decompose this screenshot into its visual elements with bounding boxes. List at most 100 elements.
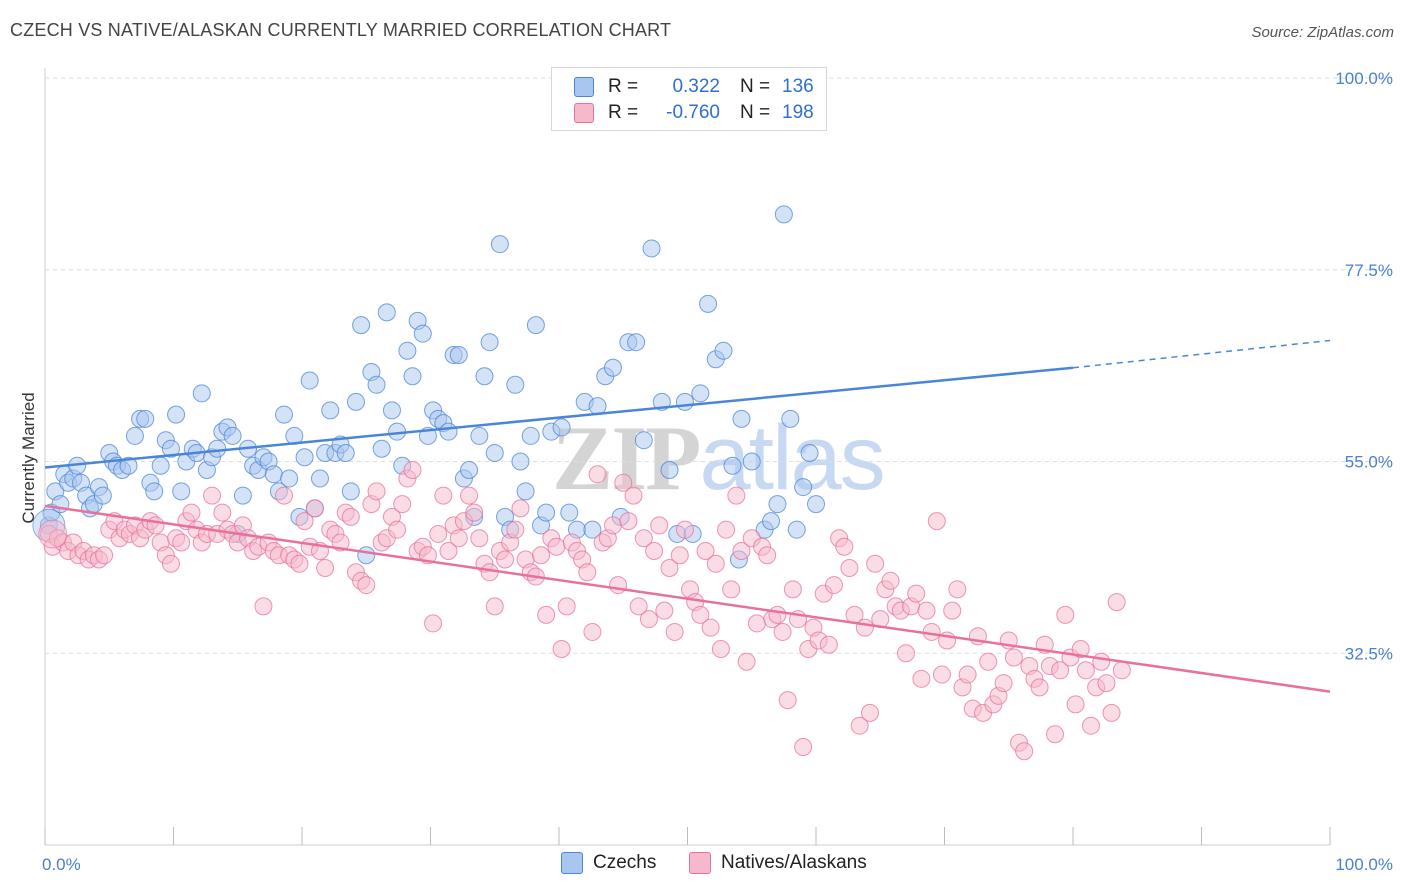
trend-line: [44, 504, 1331, 693]
data-point: [714, 341, 733, 360]
data-point: [768, 495, 787, 514]
data-point: [665, 622, 684, 641]
data-point: [1056, 605, 1075, 624]
data-point: [172, 482, 191, 501]
data-point: [151, 456, 170, 475]
data-point: [161, 554, 180, 573]
data-point: [310, 469, 329, 488]
data-point: [1112, 661, 1131, 680]
data-point: [758, 546, 777, 565]
data-point: [208, 439, 227, 458]
data-point: [1046, 725, 1065, 744]
data-point: [624, 486, 643, 505]
natives-legend-label: Natives/Alaskans: [721, 852, 867, 873]
data-point: [660, 461, 679, 480]
data-point: [583, 622, 602, 641]
n-value: 136: [782, 76, 814, 97]
data-point: [722, 580, 741, 599]
data-point: [1030, 678, 1049, 697]
data-point: [295, 448, 314, 467]
data-point: [762, 512, 781, 531]
data-point: [460, 486, 479, 505]
data-point: [800, 443, 819, 462]
data-point: [639, 610, 658, 629]
data-point: [774, 205, 793, 224]
data-point: [881, 571, 900, 590]
data-point: [439, 422, 458, 441]
data-point: [485, 597, 504, 616]
data-point: [994, 674, 1013, 693]
data-point: [424, 614, 443, 633]
data-point: [927, 512, 946, 531]
data-point: [948, 580, 967, 599]
data-point: [346, 392, 365, 411]
data-point: [727, 486, 746, 505]
data-point: [521, 426, 540, 445]
data-point: [778, 691, 797, 710]
data-point: [470, 529, 489, 548]
data-point: [382, 401, 401, 420]
data-point: [560, 503, 579, 522]
data-point: [547, 537, 566, 556]
data-point: [290, 554, 309, 573]
data-point: [768, 605, 787, 624]
y-tick-label: 55.0%: [1345, 453, 1393, 472]
data-point: [192, 384, 211, 403]
data-point: [275, 486, 294, 505]
data-point: [670, 546, 689, 565]
data-point: [1051, 661, 1070, 680]
data-point: [578, 563, 597, 582]
data-point: [807, 495, 825, 514]
bottom-legend-natives: Natives/Alaskans: [689, 852, 867, 874]
data-point: [747, 614, 766, 633]
data-point: [233, 486, 252, 505]
data-point: [254, 597, 273, 616]
data-point: [835, 537, 854, 556]
data-point: [377, 303, 396, 322]
data-point: [403, 461, 422, 480]
data-point: [532, 546, 551, 565]
r-value: -0.760: [666, 102, 720, 123]
data-point: [537, 503, 556, 522]
data-point: [979, 652, 998, 671]
data-point: [403, 367, 422, 386]
r-label: R =: [608, 102, 639, 123]
natives-points: [38, 461, 1131, 761]
data-point: [634, 529, 653, 548]
data-point: [367, 375, 386, 394]
data-point: [781, 409, 800, 428]
data-point: [583, 520, 602, 539]
y-tick-label: 100.0%: [1335, 69, 1393, 88]
data-point: [917, 601, 936, 620]
data-point: [95, 546, 114, 565]
data-point: [367, 482, 386, 501]
data-point: [912, 669, 931, 688]
data-point: [732, 409, 751, 428]
data-point: [773, 622, 792, 641]
data-point: [1097, 674, 1116, 693]
czechs-legend-swatch: [561, 852, 583, 874]
data-point: [434, 486, 453, 505]
data-point: [691, 605, 710, 624]
n-label: N =: [740, 102, 771, 123]
data-point: [660, 559, 679, 578]
data-point: [475, 367, 494, 386]
trend-lines: [44, 339, 1331, 693]
data-point: [650, 516, 669, 535]
data-point: [711, 639, 730, 658]
data-point: [490, 235, 509, 254]
data-point: [706, 554, 725, 573]
czechs-points: [32, 205, 825, 569]
data-point: [1015, 742, 1034, 761]
data-point: [860, 703, 879, 722]
data-point: [1081, 716, 1100, 735]
data-point: [794, 737, 813, 756]
data-point: [696, 541, 715, 560]
data-point: [1102, 703, 1121, 722]
data-point: [449, 345, 468, 364]
axes: 32.5% 55.0% 77.5% 100.0% 0.0% 100.0%: [42, 68, 1393, 874]
data-point: [393, 495, 412, 514]
czechs-legend-label: Czechs: [593, 852, 657, 873]
data-point: [480, 563, 499, 582]
